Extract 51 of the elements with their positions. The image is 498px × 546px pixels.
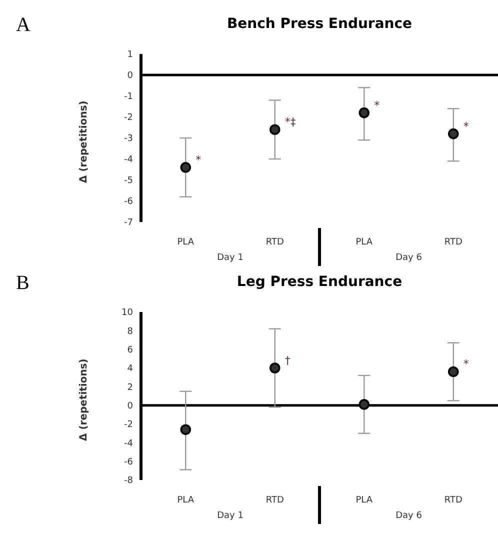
x-tick-label: PLA xyxy=(356,237,374,248)
x-tick-label: PLA xyxy=(177,237,195,248)
y-tick-label: -7 xyxy=(124,218,133,228)
y-axis-title: Δ (repetitions) xyxy=(78,100,90,183)
point xyxy=(269,124,280,135)
x-tick-label: RTD xyxy=(266,237,284,248)
y-tick-label: -3 xyxy=(124,134,133,144)
y-tick-label: -5 xyxy=(124,176,133,186)
y-tick-label: 6 xyxy=(127,346,134,356)
point xyxy=(180,162,192,173)
y-tick-label: 8 xyxy=(127,326,134,337)
chart-title: Leg Press Endurance xyxy=(236,274,404,290)
point xyxy=(358,107,370,118)
y-tick-label: -1 xyxy=(124,92,133,102)
y-tick-label: 10 xyxy=(122,308,134,318)
point xyxy=(269,362,280,374)
point xyxy=(448,366,459,378)
data-label: * xyxy=(196,153,202,166)
x-tick-label: RTD xyxy=(444,237,462,248)
text: A xyxy=(16,14,30,37)
point xyxy=(358,399,370,410)
x-tick-label: PLA xyxy=(356,495,374,506)
x-tick-label: PLA xyxy=(177,495,195,506)
y-tick-label: -4 xyxy=(124,438,134,449)
y-axis-title: Δ (repetitions) xyxy=(78,358,90,441)
text: Day 6 xyxy=(396,511,422,521)
text: Day 1 xyxy=(217,253,244,263)
chart-title: Bench Press Endurance xyxy=(226,16,414,32)
y-tick-label: -4 xyxy=(124,155,134,166)
data-label: * xyxy=(463,120,470,133)
data-label: * xyxy=(374,98,380,112)
y-tick-label: -8 xyxy=(124,476,134,486)
y-tick-label: 4 xyxy=(127,364,134,374)
y-tick-label: -2 xyxy=(124,420,133,430)
point xyxy=(180,424,192,435)
y-tick-label: 0 xyxy=(127,71,134,82)
x-tick-label: RTD xyxy=(266,495,284,506)
point xyxy=(448,128,459,140)
y-tick-label: -6 xyxy=(124,458,134,468)
y-tick-label: 2 xyxy=(127,382,133,393)
y-tick-label: -6 xyxy=(124,197,134,208)
data-label: † xyxy=(284,354,291,367)
x-tick-label: RTD xyxy=(444,495,462,506)
text: Day 6 xyxy=(396,253,422,263)
text: Day 1 xyxy=(217,511,244,521)
y-tick-label: -2 xyxy=(124,113,133,124)
y-tick-label: 0 xyxy=(127,402,134,412)
y-tick-label: 1 xyxy=(127,50,133,60)
text: B xyxy=(16,272,30,295)
data-label: *‡ xyxy=(284,116,296,129)
data-label: * xyxy=(463,358,470,371)
